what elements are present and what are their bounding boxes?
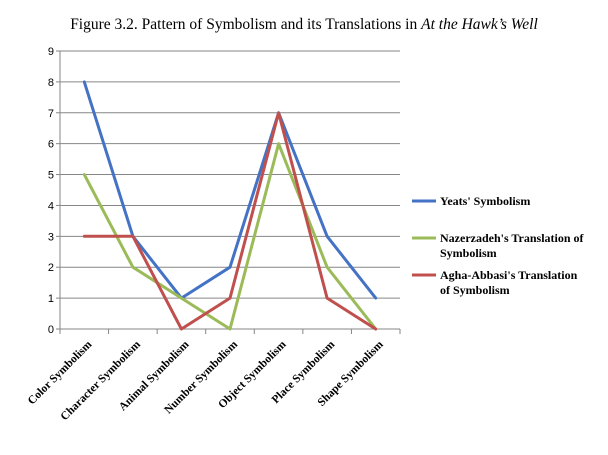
y-tick-label: 6 (48, 139, 54, 151)
legend-label-3: Agha-Abbasi's Translation (440, 268, 578, 282)
legend-label-2: Nazerzadeh's Translation of (440, 231, 585, 245)
chart-title: Figure 3.2. Pattern of Symbolism and its… (0, 16, 608, 34)
y-tick-label: 2 (48, 262, 54, 274)
legend-label-1: Yeats' Symbolism (440, 194, 530, 208)
y-tick-label: 5 (48, 170, 54, 182)
x-tick-label: Character Symbolism (59, 338, 144, 423)
series-line-1 (84, 82, 375, 298)
legend-label-3: of Symbolism (440, 283, 510, 297)
legend-label-2: Symbolism (440, 246, 497, 260)
y-tick-label: 0 (48, 324, 54, 336)
chart-title-emphasis: At the Hawk’s Well (421, 16, 538, 33)
y-tick-label: 3 (48, 231, 54, 243)
chart-title-main: Figure 3.2. Pattern of Symbolism and its… (70, 16, 421, 33)
y-tick-label: 8 (48, 77, 54, 89)
y-tick-label: 4 (48, 200, 54, 212)
y-tick-label: 9 (48, 46, 54, 58)
y-tick-label: 1 (48, 293, 54, 305)
y-tick-label: 7 (48, 108, 54, 120)
